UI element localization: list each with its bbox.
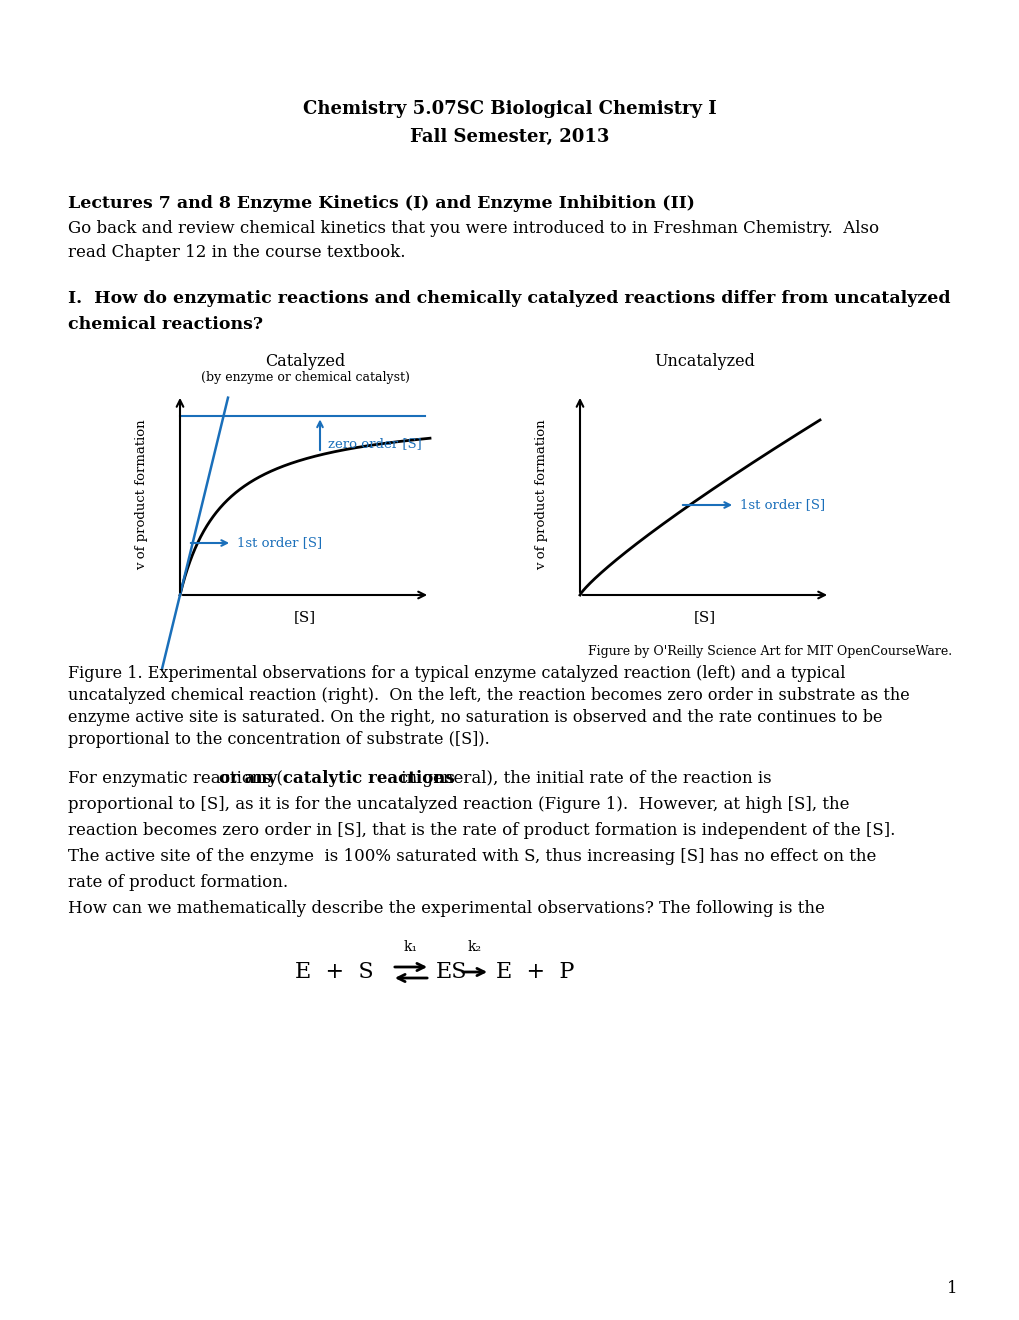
Text: For enzymatic reactions (: For enzymatic reactions ( — [68, 770, 282, 787]
Text: in general), the initial rate of the reaction is: in general), the initial rate of the rea… — [395, 770, 771, 787]
Text: Go back and review chemical kinetics that you were introduced to in Freshman Che: Go back and review chemical kinetics tha… — [68, 220, 878, 238]
Text: zero order [S]: zero order [S] — [328, 437, 421, 450]
Text: k₂: k₂ — [468, 940, 482, 954]
Text: uncatalyzed chemical reaction (right).  On the left, the reaction becomes zero o: uncatalyzed chemical reaction (right). O… — [68, 686, 909, 704]
Text: Uncatalyzed: Uncatalyzed — [654, 352, 755, 370]
Text: Figure by O'Reilly Science Art for MIT OpenCourseWare.: Figure by O'Reilly Science Art for MIT O… — [587, 645, 951, 657]
Text: Fall Semester, 2013: Fall Semester, 2013 — [410, 128, 609, 147]
Text: Catalyzed: Catalyzed — [265, 352, 344, 370]
Text: k₁: k₁ — [404, 940, 418, 954]
Text: 1: 1 — [946, 1280, 957, 1298]
Text: 1st order [S]: 1st order [S] — [739, 499, 824, 511]
Text: v of product formation: v of product formation — [535, 420, 548, 570]
Text: ES: ES — [435, 961, 467, 983]
Text: or any catalytic reactions: or any catalytic reactions — [219, 770, 454, 787]
Text: rate of product formation.: rate of product formation. — [68, 874, 287, 891]
Text: E  +  S: E + S — [294, 961, 373, 983]
Text: (by enzyme or chemical catalyst): (by enzyme or chemical catalyst) — [201, 371, 409, 384]
Text: 1st order [S]: 1st order [S] — [236, 536, 322, 549]
Text: [S]: [S] — [293, 610, 316, 624]
Text: How can we mathematically describe the experimental observations? The following : How can we mathematically describe the e… — [68, 900, 824, 917]
Text: read Chapter 12 in the course textbook.: read Chapter 12 in the course textbook. — [68, 244, 406, 261]
Text: E  +  P: E + P — [495, 961, 574, 983]
Text: Chemistry 5.07SC Biological Chemistry I: Chemistry 5.07SC Biological Chemistry I — [303, 100, 716, 117]
Text: The active site of the enzyme  is 100% saturated with S, thus increasing [S] has: The active site of the enzyme is 100% sa… — [68, 847, 875, 865]
Text: chemical reactions?: chemical reactions? — [68, 315, 263, 333]
Text: v of product formation: v of product formation — [136, 420, 149, 570]
Text: Lectures 7 and 8 Enzyme Kinetics (I) and Enzyme Inhibition (II): Lectures 7 and 8 Enzyme Kinetics (I) and… — [68, 195, 694, 213]
Text: reaction becomes zero order in [S], that is the rate of product formation is ind: reaction becomes zero order in [S], that… — [68, 822, 895, 840]
Text: proportional to [S], as it is for the uncatalyzed reaction (Figure 1).  However,: proportional to [S], as it is for the un… — [68, 796, 849, 813]
Text: enzyme active site is saturated. On the right, no saturation is observed and the: enzyme active site is saturated. On the … — [68, 709, 881, 726]
Text: proportional to the concentration of substrate ([S]).: proportional to the concentration of sub… — [68, 731, 489, 748]
Text: I.  How do enzymatic reactions and chemically catalyzed reactions differ from un: I. How do enzymatic reactions and chemic… — [68, 290, 950, 308]
Text: Figure 1. Experimental observations for a typical enzyme catalyzed reaction (lef: Figure 1. Experimental observations for … — [68, 665, 845, 682]
Text: [S]: [S] — [693, 610, 715, 624]
